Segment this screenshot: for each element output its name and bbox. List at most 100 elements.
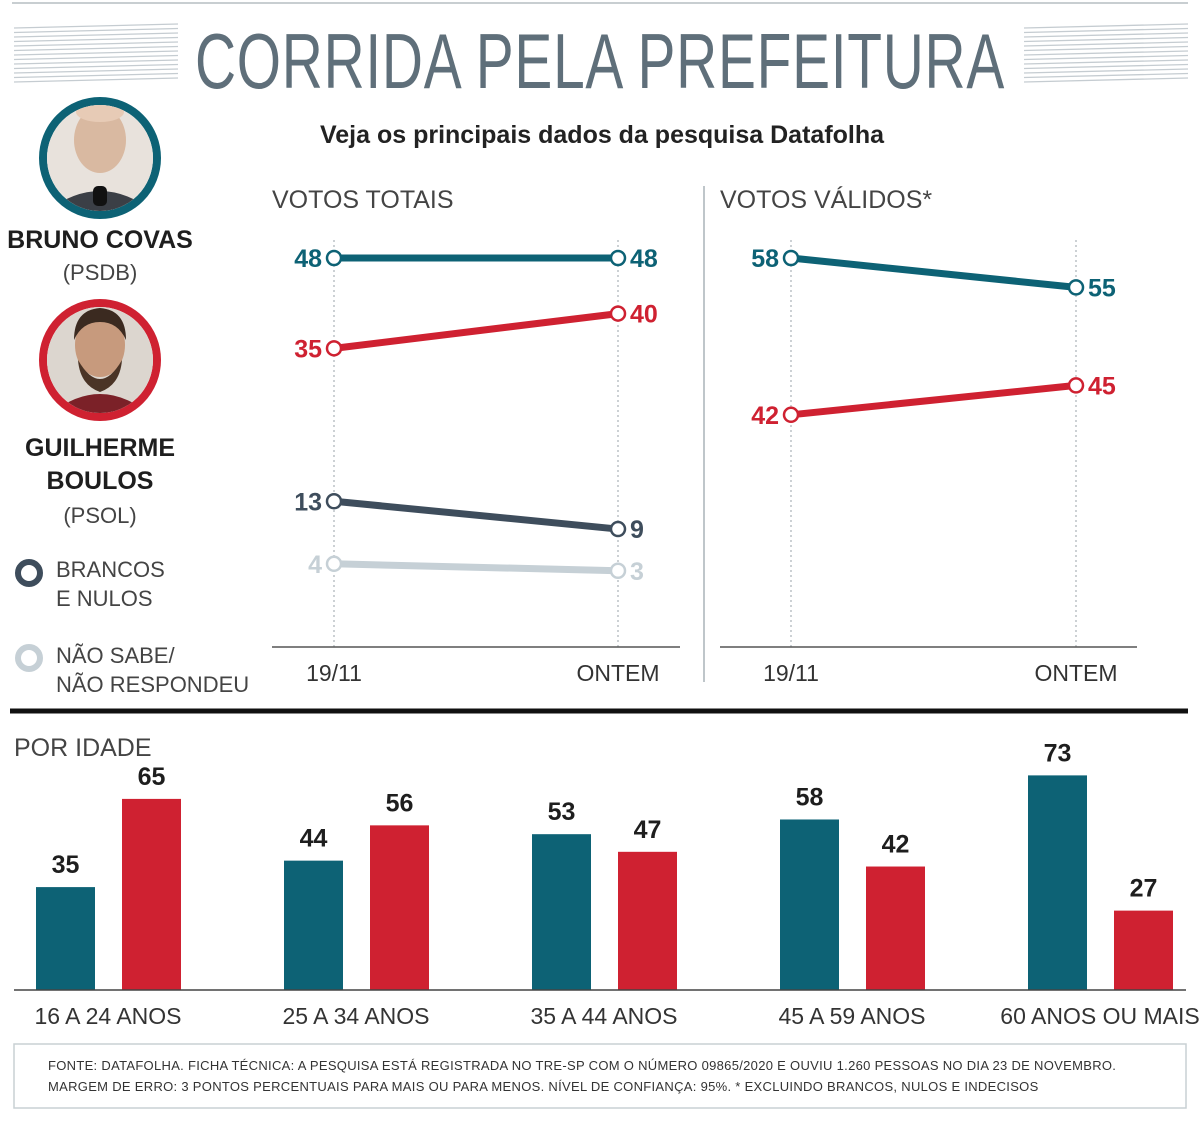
series-line (330, 560, 622, 575)
data-point (609, 305, 627, 322)
data-point (1067, 377, 1085, 394)
header-hatch-right (1023, 23, 1189, 83)
legend-brancos: BRANCOS E NULOS (15, 557, 165, 611)
bar-value-label: 65 (138, 763, 166, 791)
category-label: 16 A 24 ANOS (34, 1003, 181, 1029)
hatch-line (13, 45, 179, 52)
bar-value-label: 58 (796, 783, 824, 811)
candidate-covas: BRUNO COVAS (PSDB) (7, 97, 193, 285)
chart-title-votos-validos: VOTOS VÁLIDOS* (720, 185, 932, 214)
data-label: 45 (1088, 372, 1116, 400)
category-label: 45 A 59 ANOS (778, 1003, 925, 1029)
bar (532, 834, 591, 990)
legend-label: NÃO SABE/ (56, 643, 175, 668)
hatch-line (13, 77, 179, 83)
hatch-line (13, 68, 179, 74)
candidate-name: BOULOS (47, 467, 154, 495)
hatch-line (13, 50, 179, 56)
series-line (787, 254, 1080, 291)
bar-value-label: 27 (1130, 875, 1158, 903)
footer-line: FONTE: DATAFOLHA. FICHA TÉCNICA: A PESQU… (48, 1058, 1116, 1073)
data-label: 48 (294, 245, 322, 273)
category-label: 35 A 44 ANOS (530, 1003, 677, 1029)
footer-box (13, 1043, 1187, 1109)
data-label: 13 (294, 488, 322, 516)
hatch-line (1023, 23, 1189, 29)
bar (284, 860, 343, 990)
hatch-line (1023, 54, 1189, 61)
candidate-party: (PSOL) (63, 503, 136, 528)
x-tick-label: ONTEM (576, 660, 659, 686)
candidate-boulos: GUILHERME BOULOS (PSOL) (25, 299, 175, 528)
data-label: 4 (308, 551, 322, 579)
data-point (325, 340, 343, 357)
legend-nao-sabe: NÃO SABE/ NÃO RESPONDEU (15, 643, 249, 697)
category-label: 25 A 34 ANOS (282, 1003, 429, 1029)
guilherme-boulos-portrait (47, 307, 153, 413)
hatch-line (1023, 36, 1189, 43)
circle-icon (15, 644, 43, 672)
hatch-line (1023, 27, 1189, 34)
x-tick-label: 19/11 (763, 660, 819, 686)
hatch-line (1023, 59, 1189, 65)
hatch-line (13, 23, 179, 29)
hatch-line (1023, 41, 1189, 47)
bar (1028, 775, 1087, 990)
bar-value-label: 56 (386, 789, 414, 817)
data-point (325, 249, 343, 267)
hatch-line (13, 72, 179, 79)
data-point (325, 555, 343, 573)
circle-icon (15, 559, 43, 587)
page-subtitle: Veja os principais dados da pesquisa Dat… (320, 121, 885, 149)
bar (866, 866, 925, 990)
data-point (782, 249, 800, 267)
chart-title-por-idade: POR IDADE (14, 734, 152, 762)
bar (36, 887, 95, 990)
bar-value-label: 42 (882, 831, 910, 859)
line-chart-votos-totais: 19/11 ONTEM 48 48 35 40 13 9 4 3 (272, 240, 680, 686)
bar (618, 851, 677, 990)
bar-chart-por-idade: 35 65 16 A 24 ANOS 44 56 25 A 34 ANOS 53 47 35 A… (14, 739, 1200, 1029)
data-point (609, 249, 627, 267)
hatch-line (13, 41, 179, 47)
candidate-name: GUILHERME (25, 434, 175, 462)
bar-value-label: 73 (1044, 739, 1072, 767)
page-title: CORRIDA PELA PREFEITURA (195, 17, 1005, 105)
data-label: 35 (294, 335, 322, 363)
data-label: 55 (1088, 274, 1116, 302)
data-label: 42 (751, 402, 779, 430)
hatch-line (13, 36, 179, 43)
bar-value-label: 35 (52, 851, 80, 879)
series-line (330, 310, 622, 352)
chart-title-votos-totais: VOTOS TOTAIS (272, 186, 454, 214)
category-label: 60 ANOS OU MAIS (1000, 1003, 1199, 1029)
series-line (330, 497, 622, 533)
legend-label: BRANCOS (56, 557, 165, 582)
hatch-line (13, 59, 179, 65)
legend-label: E NULOS (56, 586, 153, 611)
data-point (782, 406, 800, 424)
data-label: 3 (630, 558, 644, 586)
candidate-name: BRUNO COVAS (7, 226, 193, 254)
data-label: 40 (630, 301, 658, 329)
hatch-line (1023, 77, 1189, 83)
hatch-line (13, 63, 179, 70)
x-tick-label: ONTEM (1034, 660, 1117, 686)
hatch-line (1023, 45, 1189, 52)
hatch-line (1023, 72, 1189, 79)
x-tick-label: 19/11 (306, 660, 362, 686)
bar (122, 798, 181, 990)
bar (1114, 910, 1173, 990)
data-label: 48 (630, 245, 658, 273)
hatch-line (1023, 68, 1189, 74)
data-point (1067, 279, 1085, 296)
legend-label: NÃO RESPONDEU (56, 672, 249, 697)
bar-value-label: 53 (548, 798, 576, 826)
hatch-line (1023, 32, 1189, 38)
candidate-party: (PSDB) (63, 260, 138, 285)
header-hatch-left (13, 23, 179, 83)
bar-value-label: 44 (300, 825, 328, 853)
hatch-line (13, 32, 179, 38)
